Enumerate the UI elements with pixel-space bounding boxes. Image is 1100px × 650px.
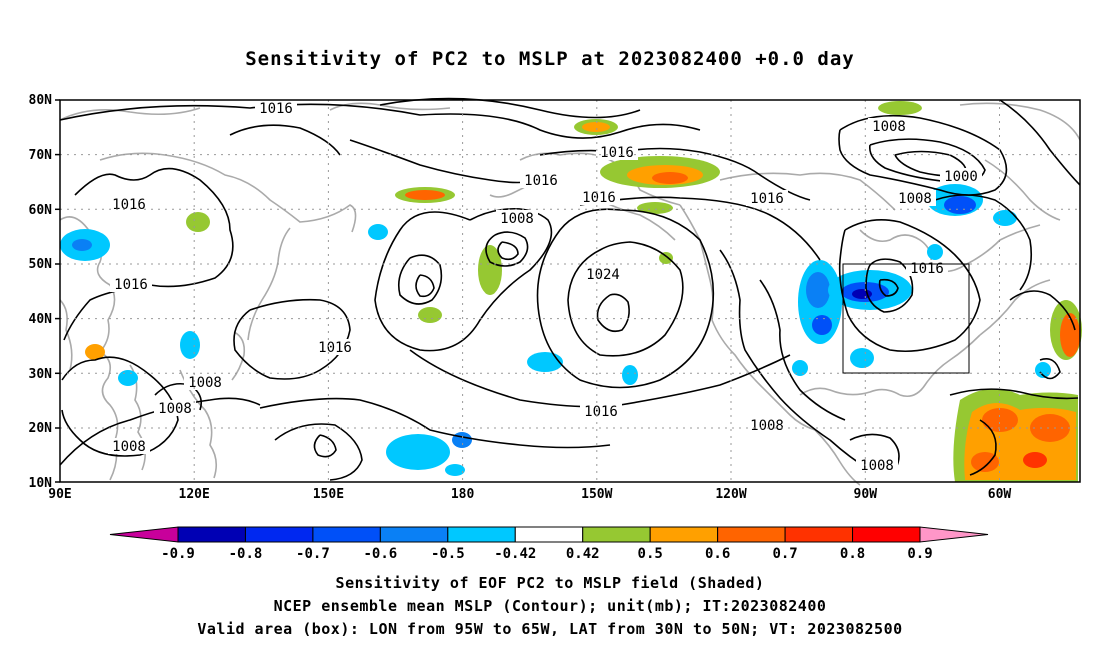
lat-label: 50N — [29, 257, 53, 272]
lon-axis: 90E 120E 150E 180 150W 120W 90W 60W — [48, 487, 1011, 502]
colorbar-low-extension — [109, 526, 179, 543]
contour-label: 1016 — [112, 197, 146, 213]
colorbar-swatch — [514, 526, 584, 543]
contour-label: 1016 — [582, 190, 616, 206]
lat-label: 10N — [29, 476, 53, 491]
contour-label: 1016 — [584, 404, 618, 420]
contour-label: 1008 — [158, 401, 192, 417]
colorbar-swatch — [852, 526, 921, 543]
caption-valid-area: Valid area (box): LON from 95W to 65W, L… — [197, 620, 903, 638]
lon-label: 60W — [988, 487, 1012, 502]
lon-label: 150W — [581, 487, 612, 502]
colorbar-label: -0.5 — [431, 546, 465, 562]
contour-label: 1008 — [188, 375, 222, 391]
colorbar-label: 0.7 — [772, 546, 797, 562]
colorbar-swatch — [244, 526, 314, 543]
contour-label: 1016 — [524, 173, 558, 189]
contour-label: 1000 — [944, 169, 978, 185]
colorbar-label: -0.6 — [364, 546, 398, 562]
colorbar-swatch — [649, 526, 719, 543]
gridlines — [60, 100, 1080, 482]
contour-label: 1016 — [259, 101, 293, 117]
colorbar-label: 0.6 — [705, 546, 730, 562]
valid-area-box — [842, 263, 970, 374]
lat-label: 60N — [29, 203, 53, 218]
contour-label: 1008 — [860, 458, 894, 474]
colorbar-swatch — [177, 526, 246, 543]
colorbar-swatch — [784, 526, 854, 543]
lat-label: 70N — [29, 148, 53, 163]
colorbar-swatch — [717, 526, 786, 543]
colorbar-label: -0.7 — [296, 546, 330, 562]
map-frame — [59, 99, 1081, 483]
colorbar-label: 0.8 — [840, 546, 865, 562]
contour-label: 1024 — [586, 267, 620, 283]
colorbar-swatch — [312, 526, 381, 543]
contour-label: 1008 — [750, 418, 784, 434]
colorbar-label: -0.9 — [161, 546, 195, 562]
lat-label: 40N — [29, 312, 53, 327]
contour-label: 1016 — [910, 261, 944, 277]
colorbar-label: 0.42 — [566, 546, 600, 562]
caption-shading: Sensitivity of EOF PC2 to MSLP field (Sh… — [335, 574, 765, 592]
colorbar-label: -0.42 — [494, 546, 536, 562]
lat-ticks — [55, 99, 60, 483]
map-title: Sensitivity of PC2 to MSLP at 2023082400… — [245, 48, 855, 70]
colorbar-high-extension — [919, 526, 989, 543]
contour-label: 1016 — [318, 340, 352, 356]
colorbar-label: 0.5 — [638, 546, 663, 562]
lon-label: 150E — [313, 487, 344, 502]
colorbar-swatch — [379, 526, 449, 543]
contour-label: 1008 — [898, 191, 932, 207]
lon-label: 90E — [48, 487, 71, 502]
contour-label: 1008 — [872, 119, 906, 135]
contour-label: 1008 — [112, 439, 146, 455]
lat-label: 30N — [29, 367, 53, 382]
lon-label: 120E — [179, 487, 210, 502]
lon-label: 120W — [715, 487, 746, 502]
lat-label: 20N — [29, 421, 53, 436]
shading-negative — [60, 184, 1051, 476]
contour-label: 1016 — [600, 145, 634, 161]
colorbar-swatch — [447, 526, 516, 543]
contour-label-layer: 1016 1016 1016 1016 1016 1016 1016 1016 … — [112, 101, 978, 474]
contour-label: 1016 — [114, 277, 148, 293]
colorbar-swatch — [582, 526, 651, 543]
lat-axis: 80N 70N 60N 50N 40N 30N 20N 10N — [29, 93, 53, 491]
coastlines — [59, 102, 1081, 486]
contour-label: 1008 — [500, 211, 534, 227]
colorbar: -0.9 -0.8 -0.7 -0.6 -0.5 -0.42 0.42 0.5 0.6 0.7 0.… — [109, 526, 989, 562]
caption-contour: NCEP ensemble mean MSLP (Contour); unit(… — [273, 597, 827, 615]
shading-positive — [85, 101, 1082, 482]
lat-label: 80N — [29, 93, 53, 108]
contour-label: 1016 — [750, 191, 784, 207]
mslp-contours — [59, 97, 1081, 481]
lon-label: 180 — [451, 487, 475, 502]
colorbar-label: -0.8 — [229, 546, 263, 562]
colorbar-label: 0.9 — [907, 546, 932, 562]
lon-label: 90W — [854, 487, 878, 502]
